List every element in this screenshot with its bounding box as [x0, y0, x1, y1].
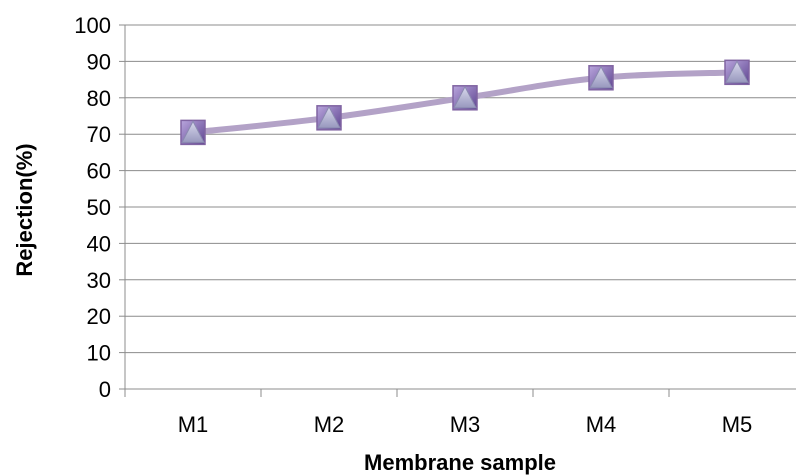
data-point-M3 [452, 85, 478, 111]
x-tick-label-M3: M3 [450, 412, 481, 437]
triangle-marker-M1 [181, 120, 205, 143]
y-tick-label-20: 20 [87, 304, 111, 329]
data-point-M5 [724, 59, 750, 86]
y-tick-label-100: 100 [74, 13, 111, 38]
x-tick-labels: M1 M2 M3 M4 M5 [178, 412, 753, 437]
y-tick-label-40: 40 [87, 231, 111, 256]
x-axis-title: Membrane sample [364, 450, 556, 475]
x-tick-label-M4: M4 [586, 412, 617, 437]
axes [119, 24, 796, 397]
y-tick-label-70: 70 [87, 122, 111, 147]
y-axis-title: Rejection(%) [12, 143, 37, 276]
triangle-marker-M4 [589, 65, 613, 89]
triangle-marker-M3 [453, 85, 477, 109]
x-tick-label-M1: M1 [178, 412, 209, 437]
y-tick-label-90: 90 [87, 49, 111, 74]
y-tick-label-50: 50 [87, 195, 111, 220]
y-tick-label-10: 10 [87, 341, 111, 366]
x-tick-label-M2: M2 [314, 412, 345, 437]
data-point-M1 [180, 119, 206, 146]
y-tick-label-0: 0 [99, 377, 111, 402]
data-point-M4 [588, 65, 614, 91]
y-tick-labels: 0 10 20 30 40 50 60 70 80 90 100 [74, 13, 111, 402]
triangle-marker-M2 [317, 105, 341, 129]
x-tick-label-M5: M5 [722, 412, 753, 437]
gridlines [125, 24, 796, 354]
y-tick-label-60: 60 [87, 159, 111, 184]
y-tick-label-80: 80 [87, 86, 111, 111]
y-tick-label-30: 30 [87, 268, 111, 293]
triangle-marker-M5 [725, 60, 749, 83]
data-point-M2 [316, 105, 342, 131]
series-rejection [180, 59, 750, 146]
